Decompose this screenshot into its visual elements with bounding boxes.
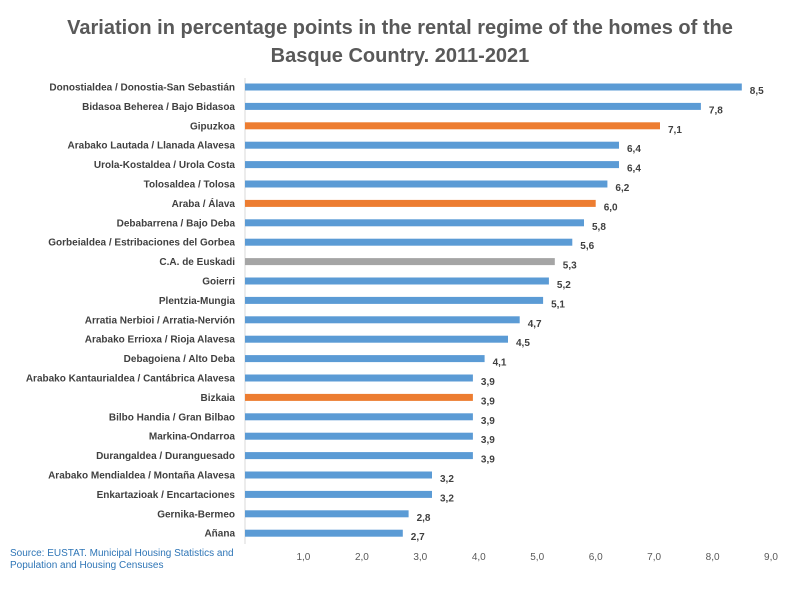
category-label: Bidasoa Beherea / Bajo Bidasoa [82, 102, 235, 113]
x-tick-label: 5,0 [530, 552, 544, 563]
x-tick-label: 1,0 [296, 552, 310, 563]
bar [245, 510, 409, 518]
category-labels: Donostialdea / Donostia-San Sebastián Bid… [26, 83, 236, 540]
x-tick-label: 8,0 [706, 552, 720, 563]
value-label: 5,1 [551, 299, 565, 310]
category-label: Goierri [202, 277, 235, 288]
x-tick-label: 6,0 [589, 552, 603, 563]
value-label: 5,2 [557, 280, 571, 291]
x-tick-label: 3,0 [413, 552, 427, 563]
value-labels: 8,5 7,8 7,1 6,4 6,4 6,2 6,0 5,8 5,65,3 5,2 5,1 4,7 4… [411, 86, 764, 543]
chart-title: Variation in percentage points in the re… [67, 17, 733, 67]
category-label: Arabako Errioxa / Rioja Alavesa [85, 335, 236, 346]
value-label: 5,3 [563, 261, 577, 272]
bar [245, 122, 660, 130]
bar [245, 413, 473, 421]
value-label: 8,5 [750, 86, 764, 97]
value-label: 3,9 [481, 455, 495, 466]
value-label: 4,1 [493, 358, 507, 369]
bar [245, 180, 608, 188]
x-tick-label: 7,0 [647, 552, 661, 563]
category-label: Plentzia-Mungia [159, 296, 236, 307]
bar [245, 490, 432, 498]
value-label: 2,7 [411, 532, 425, 543]
category-label: Bizkaia [201, 393, 236, 404]
category-label: Durangaldea / Duranguesado [96, 451, 235, 462]
category-label: Markina-Ondarroa [149, 432, 236, 443]
bar [245, 374, 473, 382]
value-label: 7,8 [709, 105, 723, 116]
category-label: Debagoiena / Alto Deba [124, 354, 236, 365]
x-tick-label: 4,0 [472, 552, 486, 563]
bar [245, 219, 584, 227]
category-label: Arabako Mendialdea / Montaña Alavesa [48, 471, 235, 482]
bar [245, 141, 619, 149]
x-tick-label: 9,0 [764, 552, 778, 563]
value-label: 7,1 [668, 125, 682, 136]
value-label: 2,8 [417, 513, 431, 524]
category-label: Araba / Álava [172, 197, 236, 210]
category-label: Gernika-Bermeo [157, 509, 235, 520]
bar [245, 238, 573, 246]
bar [245, 355, 485, 363]
bar [245, 316, 520, 324]
bar [245, 83, 742, 91]
category-label: Debabarrena / Bajo Deba [117, 218, 236, 229]
category-label: Gorbeialdea / Estribaciones del Gorbea [48, 238, 235, 249]
value-label: 4,7 [528, 319, 542, 330]
bar [245, 471, 432, 479]
category-label: Añana [204, 529, 235, 540]
bar [245, 432, 473, 440]
category-label: Arabako Lautada / Llanada Alavesa [68, 141, 236, 152]
value-label: 3,9 [481, 416, 495, 427]
category-label: C.A. de Euskadi [159, 257, 235, 268]
value-label: 6,4 [627, 164, 641, 175]
value-label: 3,9 [481, 435, 495, 446]
bar [245, 452, 473, 460]
value-label: 3,9 [481, 396, 495, 407]
category-label: Donostialdea / Donostia-San Sebastián [49, 83, 235, 94]
bar [245, 258, 555, 266]
category-label: Bilbo Handia / Gran Bilbao [109, 412, 235, 423]
value-label: 6,0 [604, 202, 618, 213]
value-label: 4,5 [516, 338, 530, 349]
bar [245, 199, 596, 207]
bar [245, 102, 701, 110]
source-note: Source: EUSTAT. Municipal Housing Statis… [10, 548, 234, 571]
value-label: 6,4 [627, 144, 641, 155]
category-label: Enkartazioak / Encartaciones [97, 490, 236, 501]
category-label: Gipuzkoa [190, 121, 235, 132]
category-label: Tolosaldea / Tolosa [144, 180, 236, 191]
bars [245, 83, 742, 537]
category-label: Arabako Kantaurialdea / Cantábrica Alave… [26, 374, 236, 385]
bar [245, 335, 508, 343]
bar [245, 277, 549, 285]
value-label: 3,2 [440, 474, 454, 485]
value-label: 3,9 [481, 377, 495, 388]
bar [245, 529, 403, 537]
value-label: 3,2 [440, 493, 454, 504]
value-label: 5,8 [592, 222, 606, 233]
value-label: 5,6 [580, 241, 594, 252]
x-axis: 1,0 2,0 3,0 4,0 5,0 6,0 7,0 8,0 9,0 [296, 552, 778, 563]
category-label: Arratia Nerbioi / Arratia-Nervión [85, 315, 235, 326]
category-label: Urola-Kostaldea / Urola Costa [94, 160, 236, 171]
x-tick-label: 2,0 [355, 552, 369, 563]
value-label: 6,2 [615, 183, 629, 194]
bar [245, 393, 473, 401]
bar [245, 161, 619, 169]
bar [245, 296, 544, 304]
